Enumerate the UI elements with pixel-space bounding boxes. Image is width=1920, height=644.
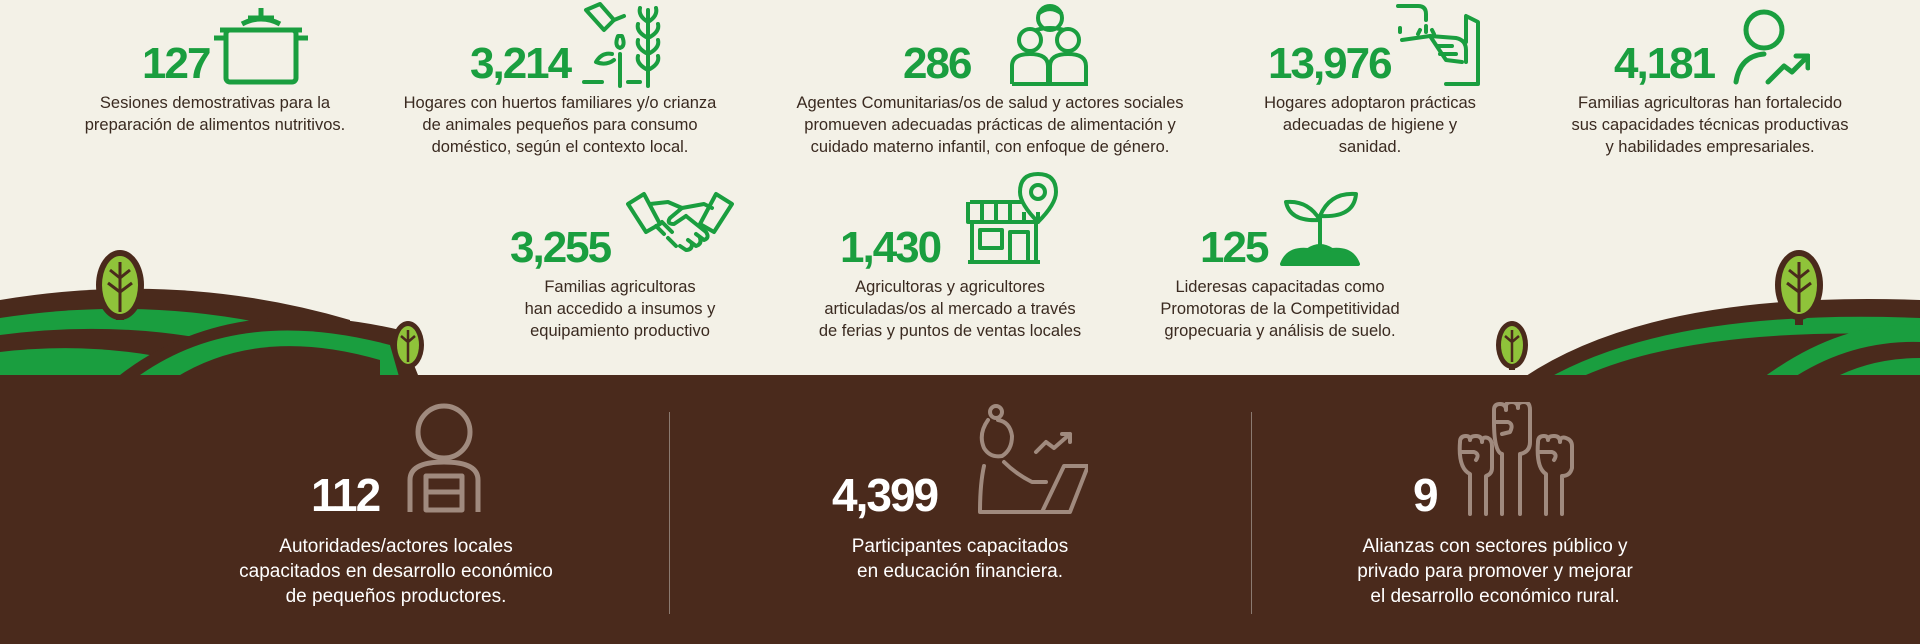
stat-number: 4,181 xyxy=(1614,39,1716,88)
sprout-icon xyxy=(1280,186,1360,266)
tree-icon xyxy=(1496,321,1528,370)
stat-number: 4,399 xyxy=(832,469,939,521)
stat-description: Agricultoras y agricultores articuladas/… xyxy=(818,278,1082,340)
stat-description: Autoridades/actores locales capacitados … xyxy=(239,536,553,607)
stat-number: 3,214 xyxy=(470,39,572,88)
stat-number: 127 xyxy=(142,39,211,88)
stat-description: Familias agricultoras han accedido a ins… xyxy=(524,278,716,340)
cooking-pot-icon xyxy=(212,4,310,88)
tree-icon xyxy=(1775,250,1823,325)
stat-number: 9 xyxy=(1413,469,1439,521)
handwashing-icon xyxy=(1396,2,1480,86)
stat-description: Sesiones demostrativas para la preparaci… xyxy=(84,94,346,134)
landscape-decoration xyxy=(0,250,1920,380)
stat-description: Hogares adoptaron prácticas adecuadas de… xyxy=(1264,94,1476,156)
stat-description: Agentes Comunitarias/os de salud y actor… xyxy=(796,94,1184,156)
divider xyxy=(1251,412,1252,614)
divider xyxy=(669,412,670,614)
stat-number: 112 xyxy=(311,469,381,521)
stat-number: 125 xyxy=(1200,223,1269,272)
person-growth-icon xyxy=(1730,8,1810,86)
watering-plant-icon xyxy=(582,2,672,88)
stat-description: Lideresas capacitadas como Promotoras de… xyxy=(1160,278,1400,340)
handshake-icon xyxy=(626,190,734,262)
stat-number: 3,255 xyxy=(510,223,612,272)
stat-number: 286 xyxy=(903,39,972,88)
stat-number: 1,430 xyxy=(840,223,942,272)
ground-band xyxy=(0,375,1920,644)
stat-number: 13,976 xyxy=(1268,39,1393,88)
tree-icon xyxy=(392,321,424,370)
tree-icon xyxy=(96,250,144,320)
stat-description: Participantes capacitados en educación f… xyxy=(851,536,1069,582)
official-person-icon xyxy=(404,400,484,516)
market-store-icon xyxy=(966,172,1062,264)
stat-description: Familias agricultoras han fortalecido su… xyxy=(1571,94,1849,156)
woman-laptop-icon xyxy=(976,404,1088,516)
stat-description: Alianzas con sectores público y privado … xyxy=(1357,536,1633,607)
stat-description: Hogares con huertos familiares y/o crian… xyxy=(403,94,717,156)
raised-fists-icon xyxy=(1454,402,1576,516)
community-group-icon xyxy=(1010,0,1090,86)
